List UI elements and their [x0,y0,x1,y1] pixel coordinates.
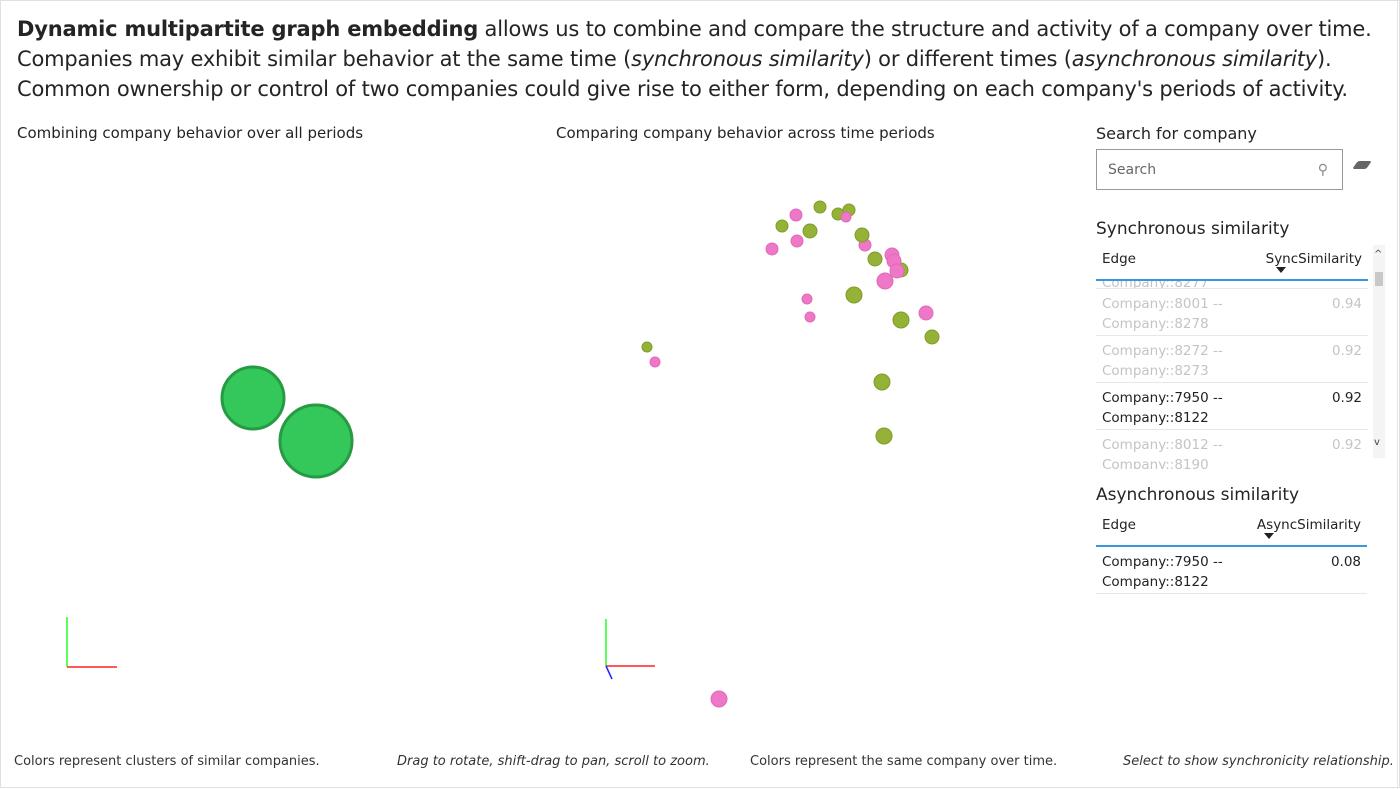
edge-to: Company::8273 [1102,363,1209,379]
cluster-3d-view[interactable] [1,151,541,741]
intro-line2a: Companies may exhibit similar behavior a… [17,47,632,71]
company-node-green[interactable] [854,227,870,243]
similarity-value: 0.92 [1331,437,1362,453]
company-node-pink[interactable] [876,272,894,290]
company-node-pink[interactable] [840,211,852,223]
company-node-green[interactable] [892,311,910,329]
select-hint: Select to show synchronicity relationshi… [1123,754,1394,769]
sync-col-value[interactable]: SyncSimilarity [1265,251,1362,267]
company-node-green[interactable] [875,427,893,445]
async-col-edge[interactable]: Edge [1102,517,1136,533]
company-node-pink[interactable] [649,356,661,368]
company-node-pink[interactable] [918,305,934,321]
async-title: Asynchronous similarity [1096,485,1300,505]
mid-caption: Colors represent the same company over t… [750,754,1058,769]
edge-to: Company::8122 [1102,410,1209,426]
interaction-hint: Drag to rotate, shift-drag to pan, scrol… [397,754,710,769]
similarity-value: 0.94 [1331,296,1362,312]
sort-desc-icon [1276,267,1286,273]
scroll-up-icon[interactable]: ^ [1374,249,1383,260]
intro-line3: Common ownership or control of two compa… [17,77,1348,101]
company-node-green[interactable] [775,219,789,233]
search-icon[interactable]: ⚲ [1317,162,1328,178]
intro-bold: Dynamic multipartite graph embedding [17,17,479,41]
sync-col-edge[interactable]: Edge [1102,251,1136,267]
edge-to: Company::8278 [1102,316,1209,332]
similarity-value: 0.08 [1330,554,1361,570]
table-row[interactable]: Company::8012 --Company::8190 0.92 [1096,430,1368,469]
eraser-icon[interactable] [1352,161,1372,169]
sync-scrollbar[interactable]: ^ v [1373,245,1385,458]
intro-line2b: ) or different times ( [863,47,1072,71]
table-row[interactable]: Company::8272 --Company::8273 0.92 [1096,336,1368,383]
search-title: Search for company [1096,124,1257,143]
company-node-pink[interactable] [889,263,905,279]
edge-to: Company::8122 [1102,574,1209,590]
intro-text: Dynamic multipartite graph embedding all… [17,14,1387,104]
table-row[interactable]: Company::7950 --Company::8122 0.08 [1096,547,1367,594]
left-panel-title: Combining company behavior over all peri… [17,124,364,142]
intro-line2c: ). [1317,47,1332,71]
table-row[interactable]: Company::7950 --Company::8122 0.92 [1096,383,1368,430]
company-node-green[interactable] [845,286,863,304]
company-node-pink[interactable] [765,242,779,256]
intro-line1: allows us to combine and compare the str… [478,17,1372,41]
right-border [1397,1,1398,789]
company-node-pink[interactable] [790,234,804,248]
time-3d-view[interactable] [541,151,1091,741]
company-node-green[interactable] [867,251,883,267]
left-caption: Colors represent clusters of similar com… [14,754,320,769]
intro-sync-term: synchronous similarity [631,47,864,71]
edge-from: Company::8001 -- [1102,296,1223,312]
scroll-down-icon[interactable]: v [1374,437,1380,448]
similarity-value: 0.92 [1331,343,1362,359]
company-node-pink[interactable] [789,208,803,222]
edge-cell: Company::8272 --Company::8273 [1102,341,1223,379]
partial-row[interactable]: Company::8277 [1096,281,1368,289]
sync-header: Edge SyncSimilarity [1096,245,1368,281]
search-placeholder: Search [1108,162,1157,178]
company-node-pink[interactable] [804,311,816,323]
cluster-node[interactable] [278,403,354,479]
async-table: Edge AsyncSimilarity Company::7950 -- Com… [1096,511,1367,594]
mid-panel-title: Comparing company behavior across time p… [556,124,935,142]
company-node-pink[interactable] [710,690,728,708]
scroll-thumb[interactable] [1375,272,1383,286]
intro-async-term: asynchronous similarity [1071,47,1318,71]
edge-from: Company::7950 -- [1102,554,1223,570]
company-node-green[interactable] [802,223,818,239]
company-node-pink[interactable] [801,293,813,305]
edge-cell: Company::8001 --Company::8278 [1102,294,1223,332]
company-node-green[interactable] [813,200,827,214]
edge-cell: Company::7950 --Company::8122 [1102,388,1223,426]
edge-cell: Company::7950 --Company::8122 [1102,552,1223,590]
sync-table: Edge SyncSimilarity Company::8277 Compan… [1096,245,1368,469]
async-header: Edge AsyncSimilarity [1096,511,1367,547]
edge-from: Company::8012 -- [1102,437,1223,453]
company-node-green[interactable] [924,329,940,345]
table-row[interactable]: Company::8001 --Company::8278 0.94 [1096,289,1368,336]
similarity-value: 0.92 [1331,390,1362,406]
edge-from: Company::7950 -- [1102,390,1223,406]
company-node-green[interactable] [641,341,653,353]
search-input[interactable]: Search ⚲ [1096,149,1343,190]
edge-cell: Company::8012 --Company::8190 [1102,435,1223,469]
cluster-node[interactable] [220,365,286,431]
company-node-green[interactable] [873,373,891,391]
async-col-value[interactable]: AsyncSimilarity [1256,517,1361,533]
edge-to: Company::8190 [1102,457,1209,469]
z-axis [605,665,613,680]
sync-title: Synchronous similarity [1096,219,1290,239]
edge-from: Company::8272 -- [1102,343,1223,359]
sort-desc-icon [1264,533,1274,539]
